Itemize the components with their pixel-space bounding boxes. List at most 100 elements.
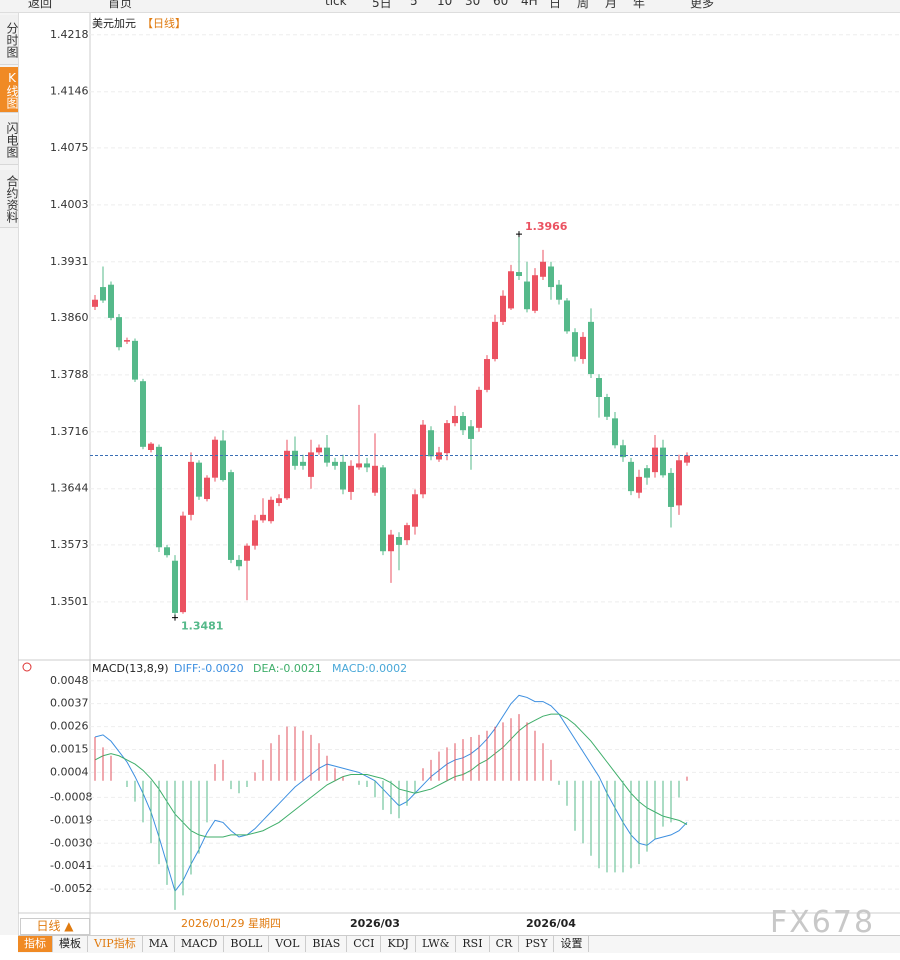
bottom-tab[interactable]: MA bbox=[143, 936, 175, 952]
chart-title: 美元加元 bbox=[92, 17, 136, 30]
candle-body bbox=[284, 450, 290, 499]
candle-body bbox=[276, 498, 282, 503]
bottom-tab[interactable]: LW& bbox=[416, 936, 457, 952]
bottom-tab[interactable]: 模板 bbox=[53, 936, 88, 952]
candle-body bbox=[540, 261, 546, 277]
legend-entry: DEA:-0.0021 bbox=[253, 662, 322, 675]
high-marker bbox=[516, 231, 522, 238]
candle-body bbox=[428, 430, 434, 457]
toolbar-button[interactable]: 30 bbox=[465, 0, 481, 8]
toolbar-button[interactable]: 5日 bbox=[372, 0, 392, 10]
candle-body bbox=[524, 281, 530, 310]
candle-body bbox=[420, 424, 426, 495]
candle-body bbox=[148, 443, 154, 450]
candle-body bbox=[604, 397, 610, 417]
bottom-tab[interactable]: BIAS bbox=[306, 936, 348, 952]
candle-body bbox=[348, 465, 354, 492]
side-tab[interactable]: 分时图 bbox=[0, 15, 19, 65]
chart: 1.4218 1.4146 1.4075 1.4003 1.3931 1.3860 1.37… bbox=[18, 13, 900, 935]
candle-body bbox=[412, 494, 418, 527]
toolbar-button[interactable]: 4H bbox=[521, 0, 538, 8]
side-tab[interactable]: 闪电图 bbox=[0, 115, 19, 165]
candle-body bbox=[508, 271, 514, 309]
bottom-tab[interactable]: MACD bbox=[175, 936, 225, 952]
bottom-tab[interactable]: 指标 bbox=[18, 936, 53, 952]
candle-body bbox=[396, 536, 402, 545]
candle-body bbox=[132, 340, 138, 380]
candle-body bbox=[484, 359, 490, 390]
candle-body bbox=[100, 287, 106, 301]
watermark: FX678 bbox=[770, 905, 876, 940]
toolbar-button[interactable]: 10 bbox=[437, 0, 453, 8]
candle-body bbox=[252, 520, 258, 546]
candle-body bbox=[468, 426, 474, 439]
toolbar-button[interactable]: 更多 bbox=[690, 0, 715, 10]
candle-body bbox=[308, 452, 314, 477]
toolbar-button[interactable]: 日 bbox=[549, 0, 562, 10]
toolbar-button[interactable]: 周 bbox=[577, 0, 590, 10]
bottom-tab[interactable]: CR bbox=[490, 936, 520, 952]
candle-body bbox=[628, 461, 634, 492]
toolbar-button[interactable]: tick bbox=[325, 0, 347, 8]
y-tick-label: 1.3860 bbox=[50, 311, 89, 324]
candle-body bbox=[204, 477, 210, 500]
bottom-tab[interactable]: VIP指标 bbox=[88, 936, 143, 952]
candle-body bbox=[156, 446, 162, 548]
toolbar-button[interactable]: 返回 bbox=[28, 0, 53, 10]
bottom-tab[interactable]: RSI bbox=[456, 936, 490, 952]
candle-body bbox=[436, 452, 442, 460]
bottom-tab[interactable]: PSY bbox=[519, 936, 555, 952]
candle-body bbox=[444, 423, 450, 454]
candle-body bbox=[660, 447, 666, 476]
candle-body bbox=[220, 440, 226, 481]
bottom-tab[interactable]: VOL bbox=[269, 936, 307, 952]
candle-body bbox=[388, 534, 394, 552]
candle-body bbox=[372, 465, 378, 493]
candle-body bbox=[460, 415, 466, 431]
y-tick-label: 1.3573 bbox=[50, 538, 89, 551]
candle-body bbox=[268, 499, 274, 522]
bottom-tabs: 指标 模板 VIP指标 MA MACD BOLL VOL BIAS CCI KDJ LW& RSI CR… bbox=[18, 935, 900, 953]
period-selector[interactable]: 日线 ▲ bbox=[20, 918, 90, 935]
candle-body bbox=[116, 317, 122, 348]
x-tick-label: 2026/03 bbox=[350, 917, 400, 930]
low-marker bbox=[172, 614, 178, 621]
y-tick-label: 0.0048 bbox=[50, 674, 89, 687]
y-tick-label: 0.0004 bbox=[50, 765, 89, 778]
y-tick-label: 0.0026 bbox=[50, 720, 89, 733]
toolbar-button[interactable]: 首页 bbox=[108, 0, 133, 10]
candle-body bbox=[92, 299, 98, 307]
bottom-tab[interactable]: CCI bbox=[347, 936, 382, 952]
candle-body bbox=[404, 525, 410, 541]
toolbar-button[interactable]: 年 bbox=[633, 0, 646, 10]
side-tab[interactable]: K线图 bbox=[0, 67, 19, 113]
side-tab[interactable]: 合约资料 bbox=[0, 170, 19, 228]
candle-body bbox=[124, 340, 130, 342]
candle-body bbox=[380, 467, 386, 552]
x-tick-label: 2026/01/29 星期四 bbox=[181, 917, 281, 930]
candle-body bbox=[676, 460, 682, 506]
y-tick-label: 1.4075 bbox=[50, 141, 89, 154]
y-tick-label: 1.3644 bbox=[50, 482, 89, 495]
candle-body bbox=[596, 378, 602, 398]
toolbar-button[interactable]: 60 bbox=[493, 0, 509, 8]
candle-body bbox=[588, 321, 594, 375]
candle-body bbox=[580, 336, 586, 360]
bottom-tab[interactable]: KDJ bbox=[381, 936, 416, 952]
candle-body bbox=[652, 447, 658, 473]
candle-body bbox=[236, 559, 242, 567]
y-tick-label: 0.0015 bbox=[50, 743, 89, 756]
toolbar-button[interactable]: 5 bbox=[410, 0, 418, 8]
candle-body bbox=[452, 415, 458, 424]
candle-body bbox=[620, 445, 626, 458]
y-tick-label: 1.4218 bbox=[50, 28, 89, 41]
chart-subtitle: 【日线】 bbox=[142, 16, 186, 30]
candle-body bbox=[340, 461, 346, 490]
y-tick-label: 1.3788 bbox=[50, 368, 89, 381]
candle-body bbox=[548, 266, 554, 288]
candle-body bbox=[212, 439, 218, 478]
bottom-tab[interactable]: BOLL bbox=[224, 936, 270, 952]
bottom-tab[interactable]: 设置 bbox=[554, 936, 590, 952]
y-tick-label: -0.0008 bbox=[50, 790, 92, 803]
toolbar-button[interactable]: 月 bbox=[605, 0, 618, 10]
